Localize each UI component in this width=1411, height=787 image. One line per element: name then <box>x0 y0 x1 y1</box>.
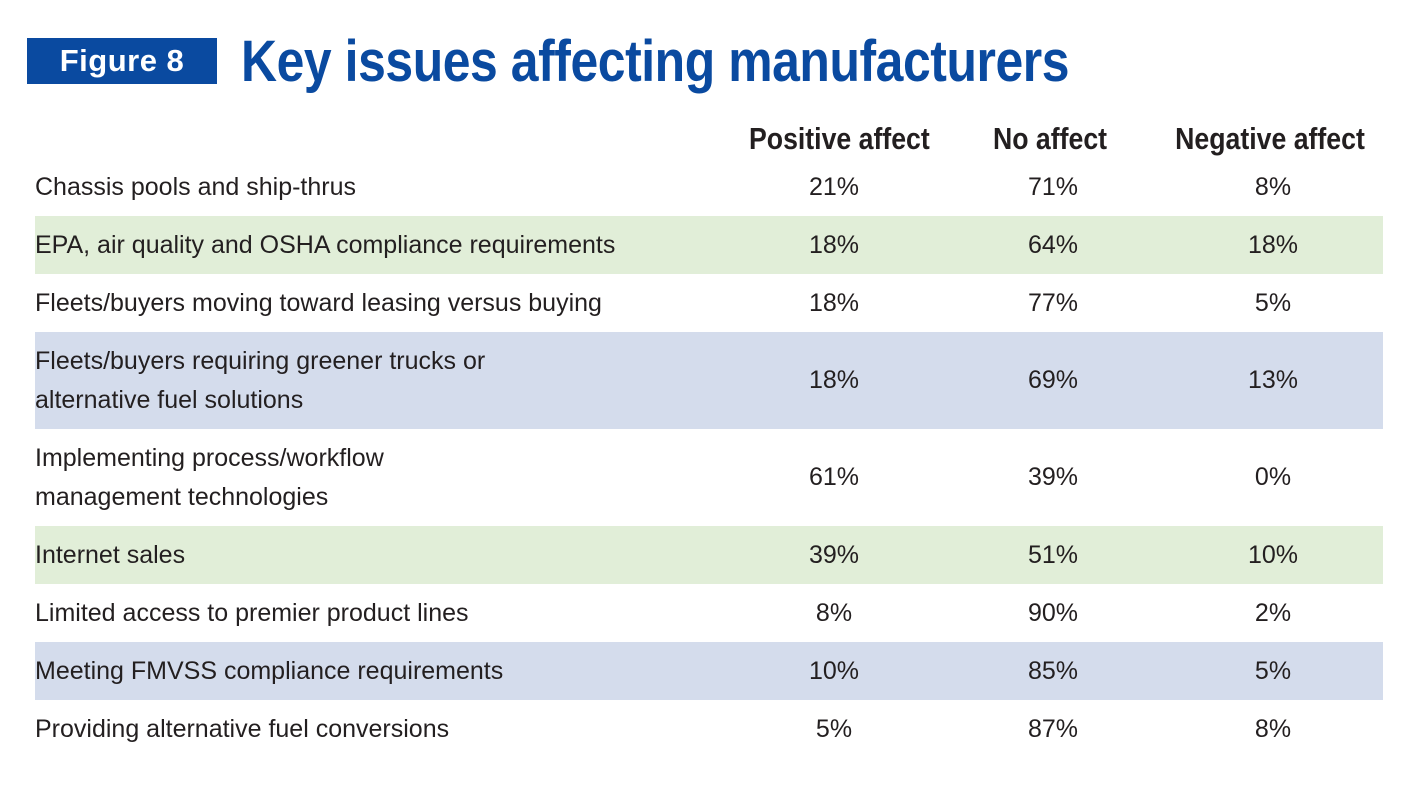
row-label: Fleets/buyers moving toward leasing vers… <box>35 288 602 317</box>
value-positive: 39% <box>808 540 860 569</box>
table-row: Limited access to premier product lines … <box>35 584 1383 642</box>
row-label-line: Implementing process/workflow <box>35 443 384 472</box>
row-label-line: management technologies <box>35 482 329 511</box>
value-negative: 18% <box>1247 230 1299 259</box>
value-negative: 8% <box>1254 714 1292 743</box>
row-label: Internet sales <box>35 540 186 569</box>
value-positive: 8% <box>815 598 853 627</box>
figure-header: Figure 8 Key issues affecting manufactur… <box>27 22 1397 102</box>
value-negative: 13% <box>1247 366 1299 394</box>
value-none: 85% <box>1027 656 1079 685</box>
value-negative: 10% <box>1247 540 1299 569</box>
value-positive: 18% <box>808 288 860 317</box>
value-positive: 61% <box>808 463 860 491</box>
row-label-line: Fleets/buyers requiring greener trucks o… <box>35 346 486 375</box>
value-positive: 18% <box>808 366 860 394</box>
row-label: Providing alternative fuel conversions <box>35 714 450 743</box>
issues-table: Chassis pools and ship-thrus 21% 71% 8% … <box>35 158 1383 758</box>
value-negative: 2% <box>1254 598 1292 627</box>
row-label: Fleets/buyers requiring greener trucks o… <box>35 332 725 429</box>
value-none: 71% <box>1027 172 1079 201</box>
row-label: Chassis pools and ship-thrus <box>35 172 356 201</box>
value-none: 51% <box>1027 540 1079 569</box>
column-headers: Positive affect No affect Negative affec… <box>0 115 1411 163</box>
table-row: Fleets/buyers requiring greener trucks o… <box>35 332 1383 429</box>
table-row: Implementing process/workflow management… <box>35 429 1383 526</box>
value-none: 87% <box>1027 714 1079 743</box>
value-positive: 18% <box>808 230 860 259</box>
value-negative: 8% <box>1254 172 1292 201</box>
value-positive: 21% <box>808 172 860 201</box>
value-positive: 5% <box>815 714 853 743</box>
value-negative: 5% <box>1254 288 1292 317</box>
table-row: EPA, air quality and OSHA compliance req… <box>35 216 1383 274</box>
column-header-positive: Positive affect <box>749 121 930 156</box>
table-row: Providing alternative fuel conversions 5… <box>35 700 1383 758</box>
value-none: 77% <box>1027 288 1079 317</box>
row-label: Limited access to premier product lines <box>35 598 469 627</box>
column-header-negative: Negative affect <box>1175 121 1365 156</box>
table-row: Meeting FMVSS compliance requirements 10… <box>35 642 1383 700</box>
figure-badge: Figure 8 <box>27 38 217 84</box>
table-row: Fleets/buyers moving toward leasing vers… <box>35 274 1383 332</box>
row-label: Meeting FMVSS compliance requirements <box>35 656 504 685</box>
value-positive: 10% <box>808 656 860 685</box>
column-header-none: No affect <box>992 121 1108 156</box>
row-label: EPA, air quality and OSHA compliance req… <box>35 230 616 259</box>
value-negative: 0% <box>1254 463 1292 491</box>
value-none: 39% <box>1027 463 1079 491</box>
table-row: Internet sales 39% 51% 10% <box>35 526 1383 584</box>
table-row: Chassis pools and ship-thrus 21% 71% 8% <box>35 158 1383 216</box>
row-label-line: alternative fuel solutions <box>35 385 304 414</box>
value-none: 90% <box>1027 598 1079 627</box>
value-none: 64% <box>1027 230 1079 259</box>
value-none: 69% <box>1027 366 1079 394</box>
chart-title: Key issues affecting manufacturers <box>241 29 1070 94</box>
row-label: Implementing process/workflow management… <box>35 429 725 526</box>
value-negative: 5% <box>1254 656 1292 685</box>
